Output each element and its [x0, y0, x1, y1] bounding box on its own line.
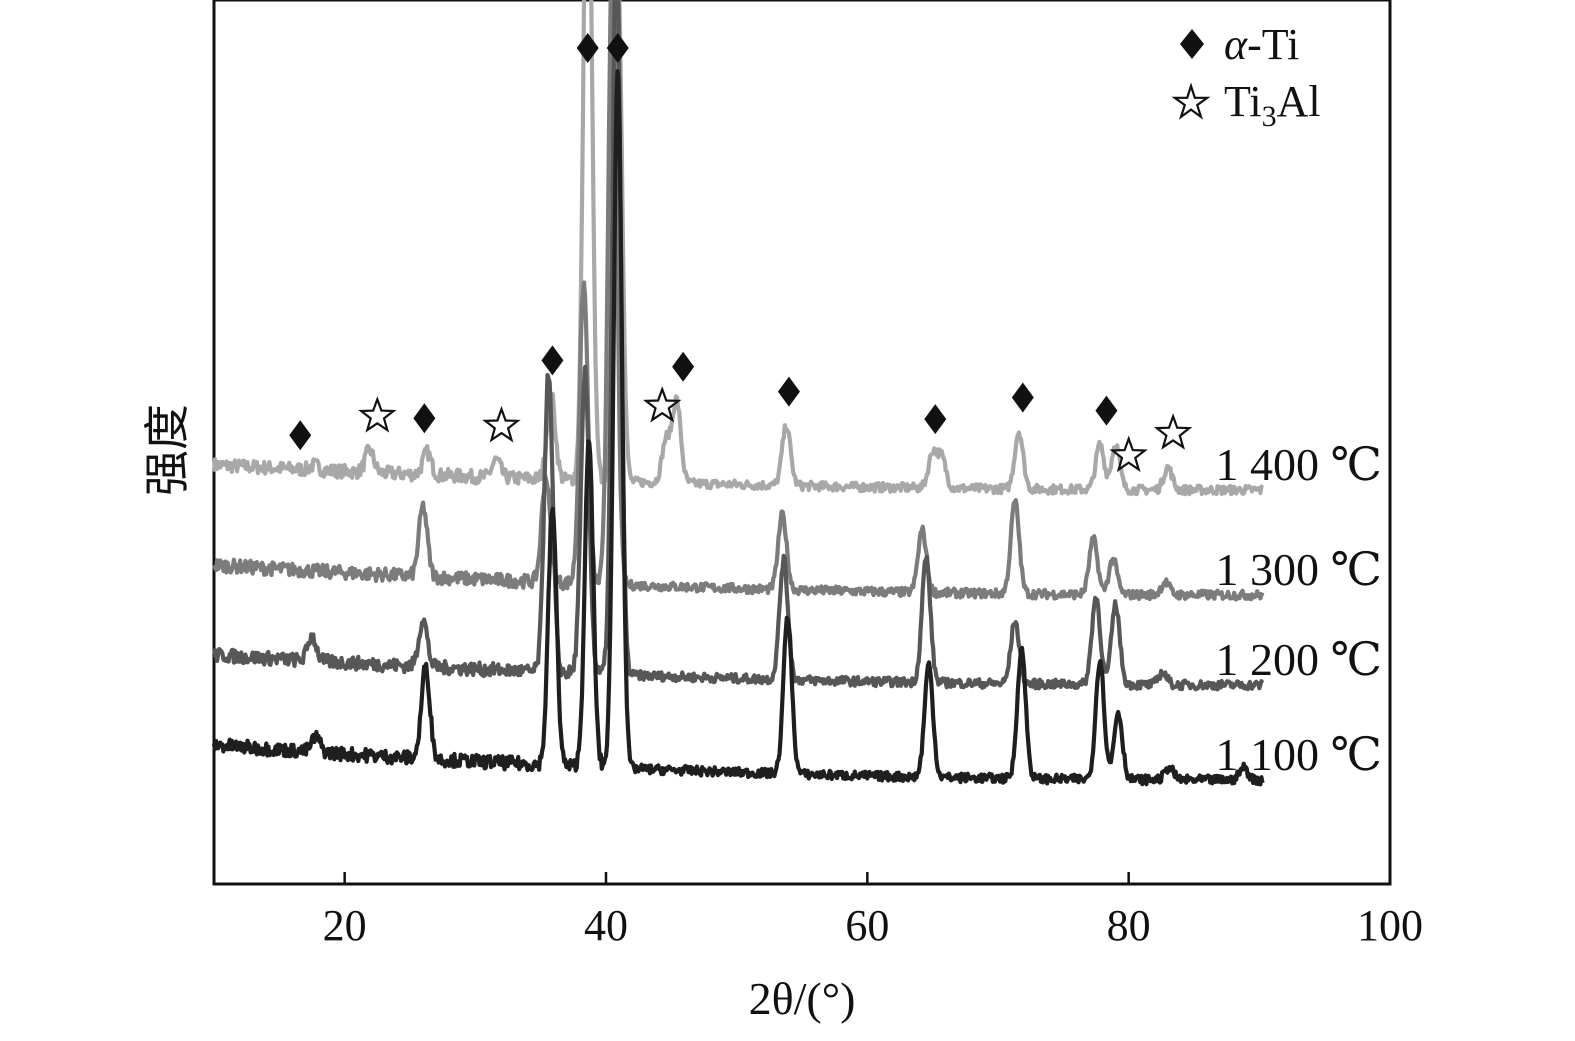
plot-frame	[212, 0, 1392, 886]
xrd-pattern-line	[211, 0, 1265, 692]
alpha-ti-diamond-icon	[777, 376, 800, 407]
legend: α-Ti Ti3Al	[1171, 20, 1321, 133]
xrd-pattern-line	[211, 0, 1265, 497]
ti3al-star-icon	[1109, 435, 1148, 473]
alpha-ti-diamond-icon	[606, 33, 629, 63]
alpha-ti-diamond-icon	[541, 345, 564, 376]
x-tick-label: 100	[1357, 901, 1423, 950]
ti3al-star-icon	[482, 405, 521, 443]
legend-subscript-3: 3	[1262, 100, 1277, 133]
ti3al-star-icon	[642, 385, 682, 423]
ti3al-star-icon	[358, 396, 397, 433]
x-axis-title: 2θ/(°)	[749, 973, 856, 1024]
legend-diamond-icon	[1180, 29, 1204, 59]
legend-item-alpha-ti: α-Ti	[1180, 20, 1299, 69]
alpha-ti-diamond-icon	[289, 420, 312, 451]
x-tick-label: 60	[845, 901, 889, 950]
legend-label-ti3al: Ti3Al	[1224, 77, 1321, 133]
xrd-pattern-line	[211, 69, 1265, 787]
legend-ti-text: -Ti	[1247, 20, 1299, 69]
ti3al-star-icon	[1153, 413, 1193, 450]
temperature-label: 1 400 ℃	[1216, 439, 1382, 490]
legend-label-alpha-ti: α-Ti	[1224, 20, 1299, 69]
legend-al-tail: Al	[1277, 77, 1321, 126]
legend-alpha-symbol: α	[1224, 20, 1248, 69]
alpha-ti-diamond-icon	[1095, 395, 1118, 426]
alpha-ti-diamond-icon	[924, 404, 947, 435]
xrd-pattern-line	[212, 0, 1265, 602]
x-tick-label: 20	[323, 901, 367, 950]
alpha-ti-diamond-icon	[576, 33, 599, 63]
temperature-labels: 1 400 ℃ 1 300 ℃ 1 200 ℃ 1 100 ℃	[1216, 439, 1382, 780]
series-layer	[211, 0, 1265, 787]
legend-star-icon	[1171, 82, 1211, 120]
x-axis-ticks: 20 40 60 80 100	[323, 872, 1423, 950]
legend-ti-main: Ti	[1224, 77, 1262, 126]
phase-marker-layer	[289, 33, 1193, 473]
x-tick-label: 40	[584, 901, 628, 950]
x-tick-label: 80	[1107, 901, 1151, 950]
temperature-label: 1 200 ℃	[1216, 634, 1382, 685]
alpha-ti-diamond-icon	[1011, 382, 1034, 413]
temperature-label: 1 300 ℃	[1216, 544, 1382, 595]
alpha-ti-diamond-icon	[413, 403, 436, 434]
alpha-ti-diamond-icon	[672, 351, 695, 382]
temperature-label: 1 100 ℃	[1216, 729, 1382, 780]
y-axis-title: 强度	[142, 404, 193, 496]
legend-item-ti3al: Ti3Al	[1171, 77, 1321, 133]
